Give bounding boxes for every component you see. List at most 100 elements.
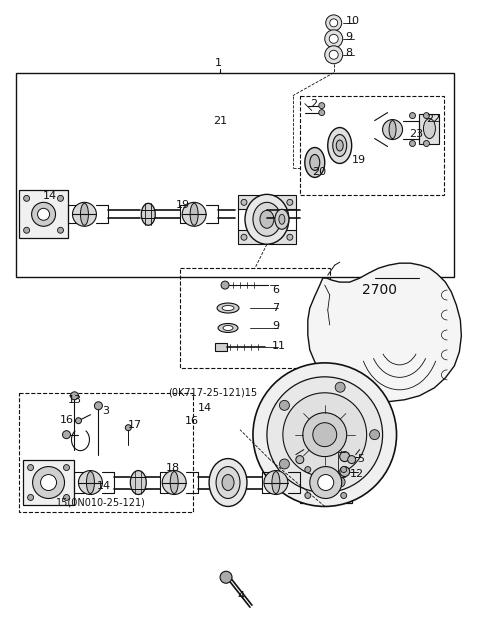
Ellipse shape — [130, 470, 146, 495]
Circle shape — [58, 227, 63, 233]
Text: 12: 12 — [350, 468, 364, 479]
Circle shape — [24, 227, 30, 233]
Circle shape — [310, 466, 342, 498]
Ellipse shape — [389, 121, 396, 139]
Circle shape — [319, 110, 325, 116]
Circle shape — [370, 429, 380, 440]
Circle shape — [341, 466, 347, 473]
Circle shape — [319, 103, 325, 109]
Bar — [238, 196, 296, 210]
Circle shape — [409, 141, 416, 146]
Text: 9: 9 — [272, 321, 279, 331]
Circle shape — [72, 203, 96, 226]
Ellipse shape — [222, 475, 234, 491]
Circle shape — [341, 493, 347, 498]
Ellipse shape — [279, 214, 285, 224]
Circle shape — [58, 196, 63, 201]
Circle shape — [24, 196, 30, 201]
Circle shape — [28, 465, 34, 470]
Ellipse shape — [81, 203, 88, 226]
Text: 8: 8 — [346, 48, 353, 58]
Bar — [16, 73, 455, 277]
Circle shape — [62, 431, 71, 438]
Text: 22: 22 — [426, 114, 441, 123]
Text: 17: 17 — [128, 420, 143, 429]
Circle shape — [283, 393, 367, 477]
Text: 16: 16 — [60, 415, 73, 425]
Ellipse shape — [305, 148, 325, 178]
Ellipse shape — [216, 466, 240, 498]
Circle shape — [95, 402, 102, 410]
Ellipse shape — [141, 203, 155, 226]
Ellipse shape — [260, 210, 274, 228]
Ellipse shape — [190, 203, 198, 226]
Circle shape — [264, 470, 288, 495]
Circle shape — [220, 571, 232, 583]
Bar — [238, 230, 296, 244]
Text: 19: 19 — [176, 201, 190, 210]
Circle shape — [63, 495, 70, 500]
Circle shape — [423, 141, 430, 146]
Bar — [23, 459, 74, 505]
Text: 19: 19 — [352, 155, 366, 166]
Circle shape — [329, 35, 338, 43]
Bar — [420, 114, 439, 144]
Ellipse shape — [222, 305, 234, 311]
Circle shape — [33, 466, 64, 498]
Circle shape — [325, 30, 343, 48]
Text: 4: 4 — [237, 591, 244, 601]
Ellipse shape — [86, 472, 95, 493]
Circle shape — [221, 281, 229, 289]
Circle shape — [325, 46, 343, 64]
Ellipse shape — [218, 323, 238, 332]
Ellipse shape — [328, 128, 352, 164]
Circle shape — [335, 477, 345, 487]
Text: 14: 14 — [198, 403, 212, 413]
Circle shape — [182, 203, 206, 226]
Circle shape — [267, 377, 383, 493]
Circle shape — [32, 203, 56, 226]
Bar — [19, 393, 193, 512]
Bar — [19, 190, 69, 238]
Circle shape — [409, 112, 416, 119]
Circle shape — [63, 465, 70, 470]
Text: 1: 1 — [215, 58, 222, 68]
Text: 2: 2 — [310, 98, 317, 109]
Circle shape — [287, 199, 293, 205]
Circle shape — [305, 466, 311, 473]
Ellipse shape — [253, 203, 281, 236]
Circle shape — [125, 425, 132, 431]
Text: 21: 21 — [213, 116, 227, 126]
Text: 9: 9 — [346, 32, 353, 42]
Polygon shape — [308, 263, 461, 402]
Circle shape — [318, 475, 334, 491]
Circle shape — [326, 15, 342, 31]
Text: 11: 11 — [272, 341, 286, 351]
Ellipse shape — [223, 325, 233, 330]
Bar — [300, 96, 444, 196]
Circle shape — [78, 470, 102, 495]
Ellipse shape — [333, 135, 347, 157]
Bar — [300, 461, 352, 504]
Circle shape — [28, 495, 34, 500]
Circle shape — [37, 208, 49, 220]
Text: 6: 6 — [272, 285, 279, 295]
Ellipse shape — [170, 472, 178, 493]
Circle shape — [329, 50, 338, 59]
Circle shape — [75, 418, 82, 424]
Text: 13: 13 — [68, 395, 82, 404]
Text: 7: 7 — [272, 303, 279, 313]
Circle shape — [241, 199, 247, 205]
Bar — [215, 343, 227, 351]
Circle shape — [41, 475, 57, 491]
Ellipse shape — [245, 194, 289, 244]
Text: 5: 5 — [358, 454, 365, 464]
Text: 14: 14 — [43, 191, 57, 201]
Text: 20: 20 — [312, 167, 326, 178]
Ellipse shape — [336, 140, 343, 151]
Ellipse shape — [423, 119, 435, 139]
Circle shape — [330, 19, 338, 27]
Text: 16: 16 — [185, 416, 199, 426]
Circle shape — [241, 235, 247, 240]
Ellipse shape — [209, 459, 247, 507]
